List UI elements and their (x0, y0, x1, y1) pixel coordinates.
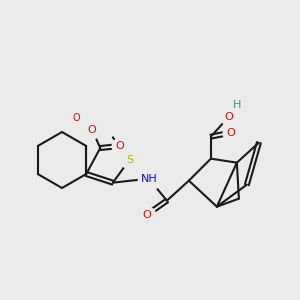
Text: O: O (224, 112, 233, 122)
Text: NH: NH (140, 174, 157, 184)
Text: S: S (126, 155, 133, 165)
Text: O: O (226, 128, 235, 138)
Text: H: H (233, 100, 241, 110)
Text: O: O (142, 210, 151, 220)
Text: O: O (88, 125, 97, 135)
Text: O: O (72, 113, 80, 123)
Text: O: O (116, 141, 124, 151)
